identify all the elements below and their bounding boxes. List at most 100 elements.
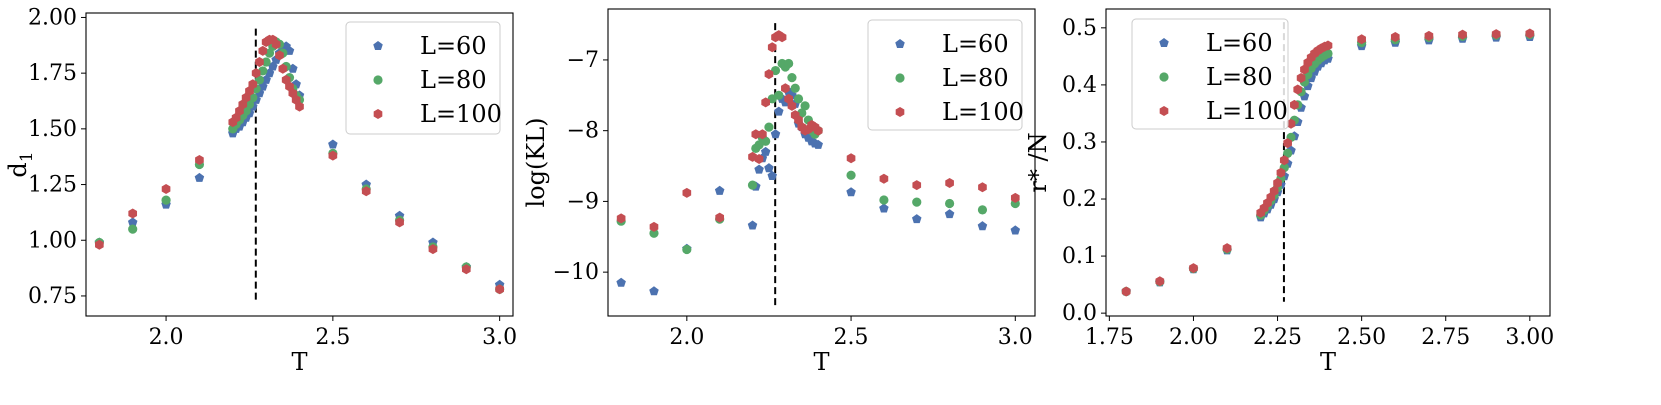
middle-data-point bbox=[616, 213, 626, 224]
left-legend-box bbox=[345, 21, 501, 135]
middle-ytick-label: −9 bbox=[567, 189, 599, 214]
middle-series-3 bbox=[616, 30, 1020, 232]
middle-data-point bbox=[912, 214, 922, 224]
middle-data-point bbox=[682, 187, 692, 198]
left-data-point bbox=[251, 68, 261, 79]
middle-legend-box bbox=[867, 19, 1023, 131]
left-yaxis-label: d1 bbox=[4, 151, 37, 177]
right-axes-frame bbox=[1105, 8, 1551, 317]
left-legend-marker bbox=[373, 109, 383, 119]
middle-data-point bbox=[751, 129, 761, 140]
left-data-point bbox=[428, 244, 438, 255]
left-data-point bbox=[95, 239, 104, 250]
middle-yaxis-label: log(KL) bbox=[522, 117, 550, 207]
left-data-point bbox=[328, 139, 338, 149]
left-data-point bbox=[161, 195, 171, 205]
right-data-point bbox=[1269, 186, 1279, 197]
middle-data-point bbox=[945, 178, 954, 189]
middle-data-point bbox=[748, 151, 757, 162]
middle-legend: L=60 L=80 L=100 bbox=[867, 19, 1024, 131]
left-xaxis-label: T bbox=[291, 348, 307, 376]
left-data-point bbox=[258, 45, 268, 56]
right-legend-marker bbox=[1159, 38, 1169, 48]
right-ytick-label: 0.2 bbox=[1062, 187, 1097, 212]
right-data-point bbox=[1290, 99, 1299, 110]
middle-data-point bbox=[977, 221, 988, 231]
middle-data-point bbox=[761, 136, 771, 146]
right-legend: L=60 L=80 L=100 bbox=[1131, 18, 1289, 130]
middle-ytick-label: −7 bbox=[567, 48, 599, 73]
left-data-point bbox=[194, 172, 205, 182]
right-data-point bbox=[1121, 286, 1131, 297]
middle-xaxis-label: T bbox=[813, 348, 829, 376]
left-legend-marker bbox=[373, 41, 383, 51]
left-ytick-label: 2.00 bbox=[28, 5, 77, 30]
left-data-point bbox=[261, 57, 271, 67]
right-data-point bbox=[1323, 48, 1333, 59]
middle-data-point bbox=[784, 58, 794, 69]
middle-data-point bbox=[978, 182, 987, 193]
middle-data-point bbox=[774, 106, 784, 116]
right-data-point bbox=[1323, 40, 1333, 51]
left-data-point bbox=[127, 217, 138, 227]
middle-data-point bbox=[787, 73, 797, 83]
left-ytick-label: 1.25 bbox=[28, 173, 77, 198]
middle-xtick-label: 2.5 bbox=[834, 325, 869, 350]
middle-data-point bbox=[649, 221, 659, 232]
right-xtick-label: 2.25 bbox=[1253, 325, 1302, 350]
right-ytick-label: 0.3 bbox=[1062, 130, 1097, 155]
left-xtick-label: 2.5 bbox=[315, 325, 350, 350]
right-data-point bbox=[1525, 28, 1535, 39]
left-legend-marker bbox=[373, 75, 383, 85]
right-data-point bbox=[1424, 30, 1434, 41]
right-data-point bbox=[1296, 73, 1306, 84]
right-xaxis-label: T bbox=[1320, 348, 1336, 376]
left-data-point bbox=[278, 63, 288, 74]
middle-data-point bbox=[787, 100, 797, 111]
left-axes-frame bbox=[85, 12, 514, 317]
right-xtick-label: 2.00 bbox=[1169, 325, 1218, 350]
middle-data-point bbox=[770, 129, 781, 139]
right-xtick-label: 1.75 bbox=[1085, 325, 1134, 350]
right-data-point bbox=[1491, 29, 1501, 40]
right-data-point bbox=[1300, 64, 1309, 75]
middle-data-point bbox=[800, 101, 810, 111]
middle-legend-marker bbox=[895, 73, 905, 83]
middle-data-point bbox=[616, 277, 626, 287]
middle-data-point bbox=[649, 228, 659, 238]
middle-legend-marker bbox=[895, 107, 905, 117]
left-legend-label: L=80 bbox=[420, 66, 487, 94]
left-ytick-label: 0.75 bbox=[28, 284, 77, 309]
left-ytick-label: 1.75 bbox=[28, 61, 77, 86]
right-data-point bbox=[1293, 84, 1303, 95]
left-xtick-label: 3.0 bbox=[482, 325, 517, 350]
middle-legend-label: L=100 bbox=[942, 98, 1024, 126]
middle-data-point bbox=[977, 205, 988, 215]
middle-data-point bbox=[879, 203, 889, 213]
left-data-point bbox=[295, 101, 304, 112]
middle-data-point bbox=[747, 180, 758, 190]
right-xtick-label: 2.50 bbox=[1337, 325, 1386, 350]
right-yaxis-label: r* /N bbox=[1024, 132, 1052, 192]
middle-data-point bbox=[1010, 192, 1020, 203]
left-legend-label: L=60 bbox=[420, 32, 487, 60]
right-data-point bbox=[1276, 167, 1286, 178]
right-data-point bbox=[1286, 118, 1296, 129]
middle-data-point bbox=[715, 212, 725, 223]
middle-data-point bbox=[754, 153, 764, 164]
middle-data-point bbox=[879, 173, 889, 184]
right-legend-box bbox=[1131, 18, 1289, 130]
left-data-point bbox=[395, 217, 404, 228]
left-data-point bbox=[128, 224, 138, 234]
left-legend-label: L=100 bbox=[420, 100, 502, 128]
left-xtick-label: 2.0 bbox=[149, 325, 184, 350]
middle-data-point bbox=[761, 97, 770, 108]
left-series-3 bbox=[95, 34, 504, 295]
left-data-point bbox=[275, 50, 284, 61]
middle-data-point bbox=[790, 83, 800, 93]
middle-data-point bbox=[912, 180, 922, 191]
right-ytick-label: 0.4 bbox=[1062, 73, 1097, 98]
middle-data-point bbox=[1010, 225, 1021, 235]
right-series-3 bbox=[1121, 28, 1535, 297]
